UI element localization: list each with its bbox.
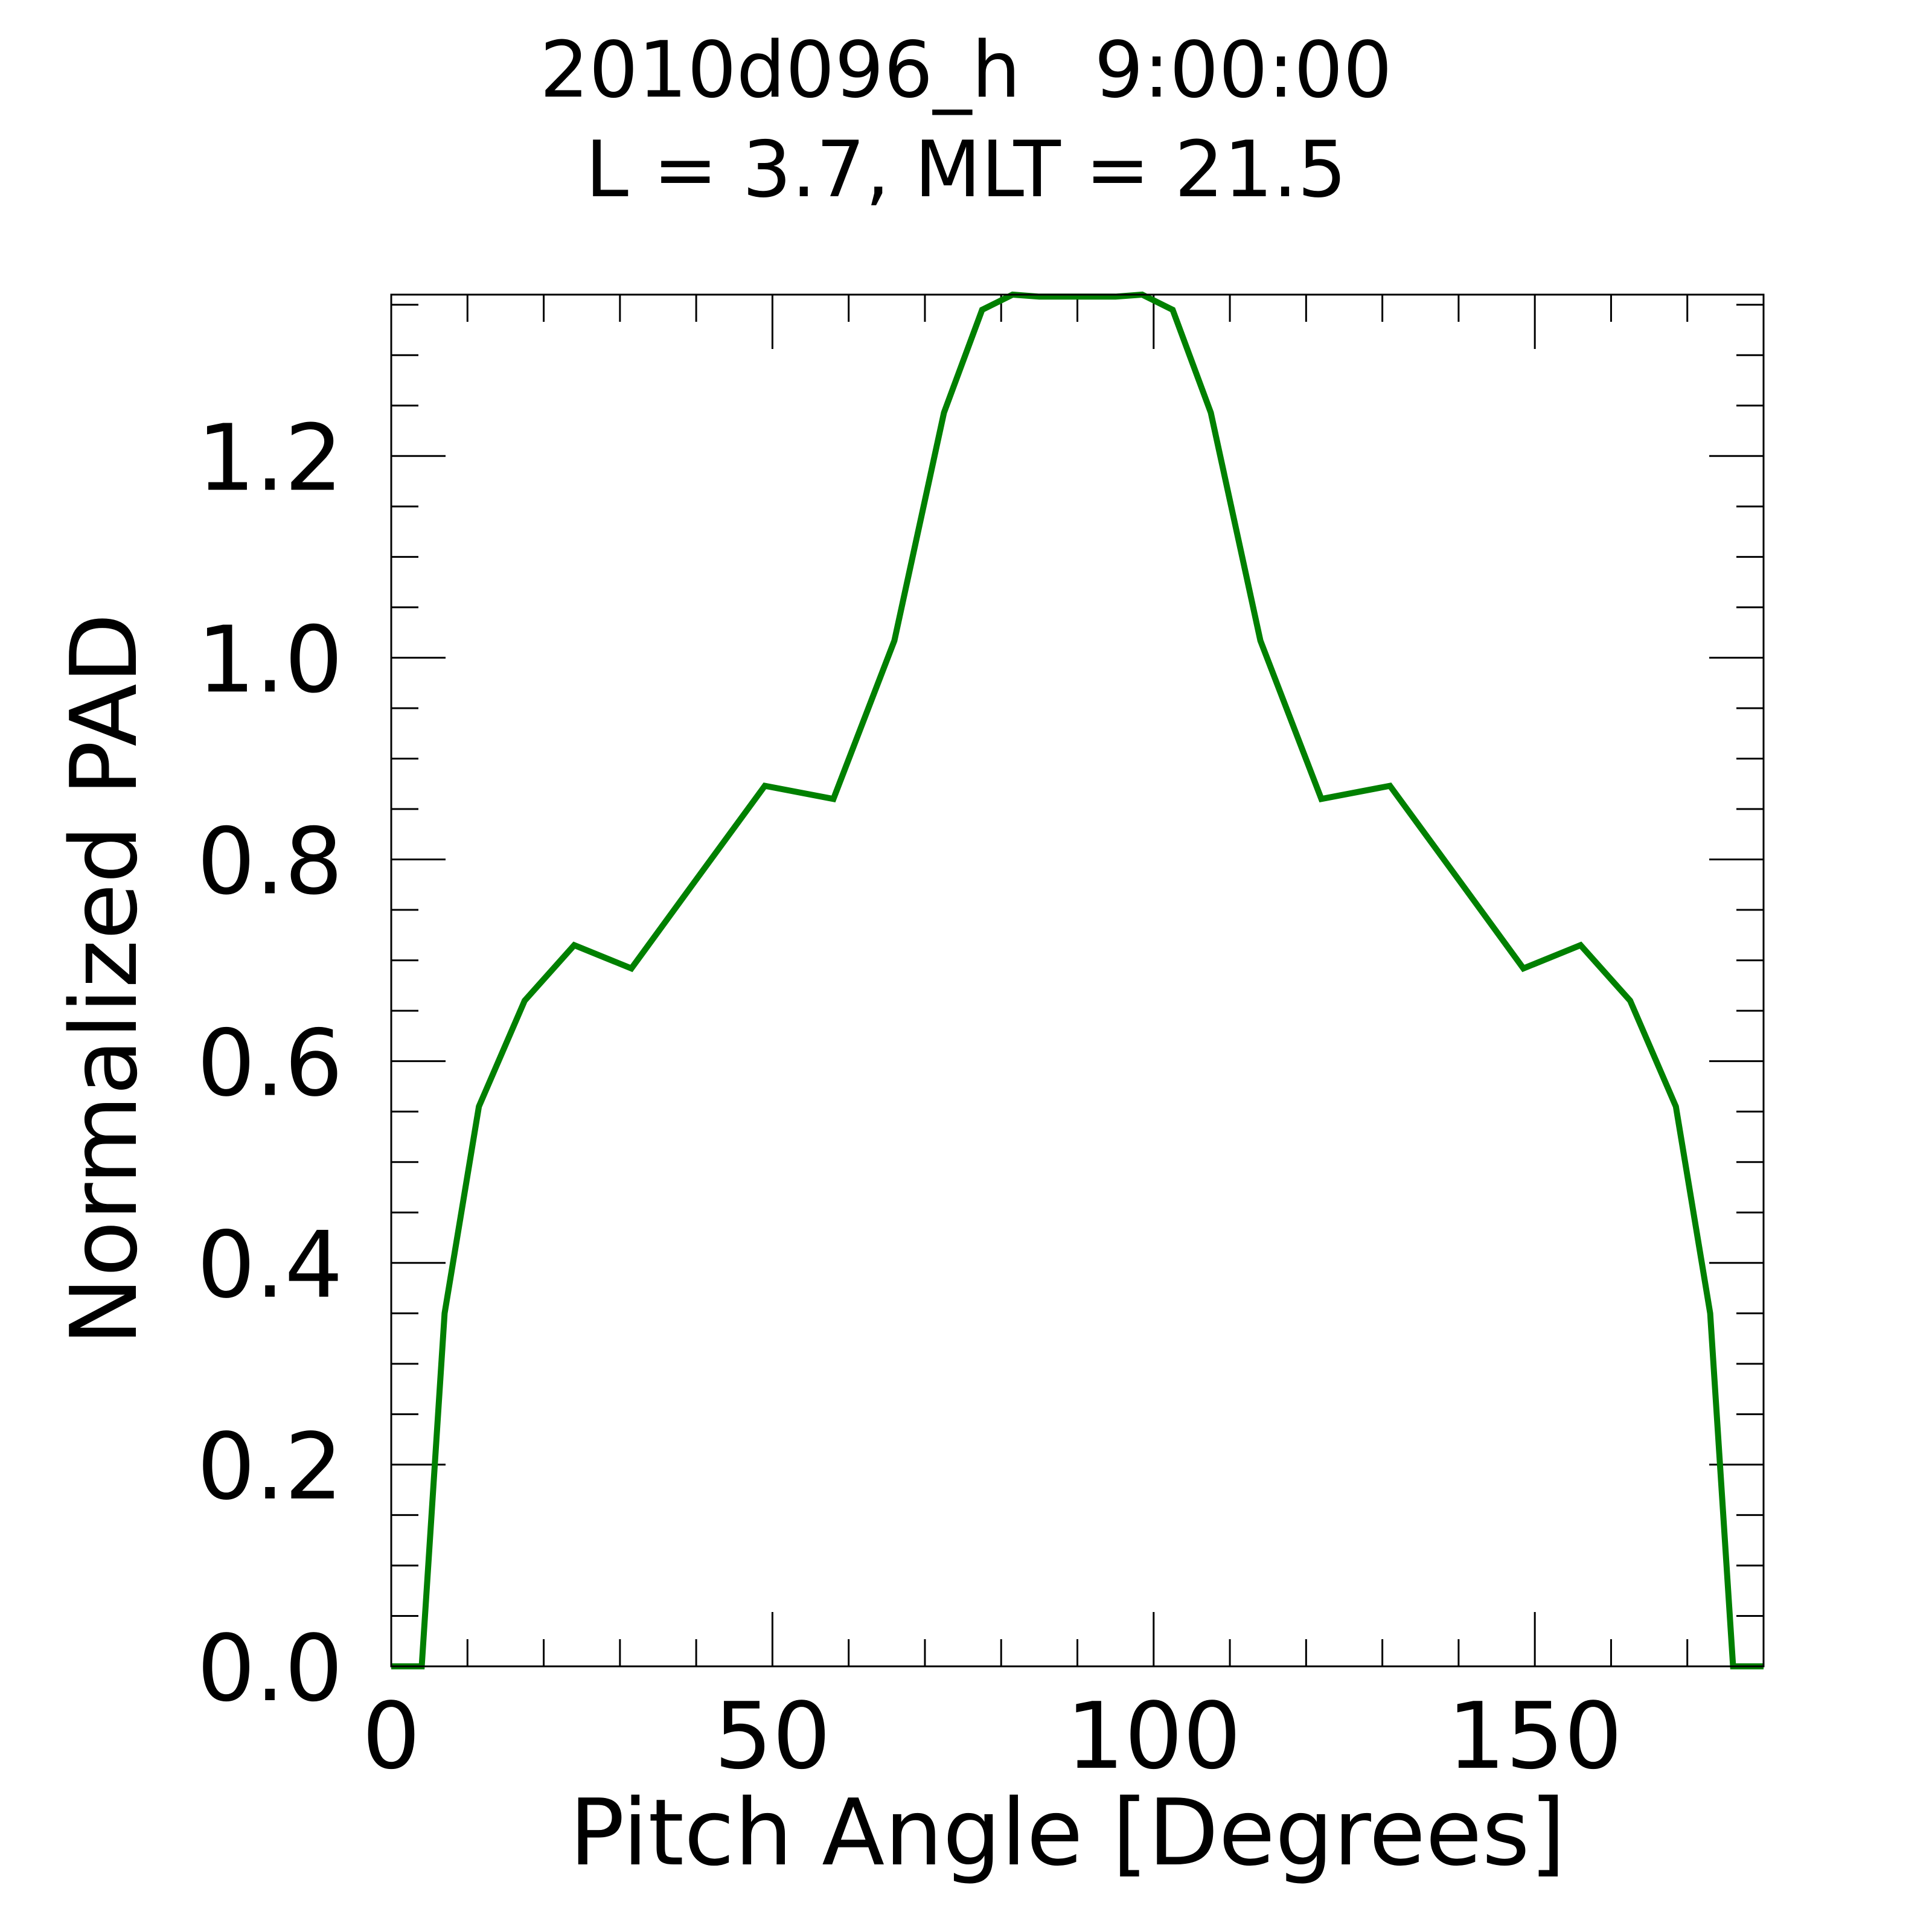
y-axis-label: Normalized PAD xyxy=(51,613,158,1345)
x-tick-label: 50 xyxy=(714,1683,831,1790)
y-tick-label: 0.0 xyxy=(197,1615,343,1722)
series-line-0 xyxy=(391,291,1764,1669)
y-tick-label: 0.6 xyxy=(197,1010,343,1117)
y-tick-label: 0.4 xyxy=(197,1212,343,1319)
x-tick-label: 100 xyxy=(1066,1683,1241,1790)
x-tick-label: 0 xyxy=(362,1683,421,1790)
y-tick-label: 0.2 xyxy=(197,1413,343,1520)
x-tick-label: 150 xyxy=(1447,1683,1622,1790)
x-axis-label: Pitch Angle [Degrees] xyxy=(569,1779,1566,1886)
axis-ticks xyxy=(390,295,1765,1668)
y-tick-label: 1.0 xyxy=(197,606,343,713)
data-series xyxy=(391,291,1764,1669)
chart-title-line-1: 2010d096_h 9:00:00 xyxy=(540,25,1392,115)
y-tick-label: 0.8 xyxy=(197,808,343,915)
axis-tick-labels: 0 50 100 150 0.0 0.2 0.4 0.6 0.8 1.0 1.2 xyxy=(197,405,1622,1790)
plot-frame xyxy=(390,293,1765,1668)
chart-title-line-2: L = 3.7, MLT = 21.5 xyxy=(586,125,1347,215)
chart-title: 2010d096_h 9:00:00 L = 3.7, MLT = 21.5 xyxy=(540,25,1392,215)
y-tick-label: 1.2 xyxy=(197,405,343,511)
